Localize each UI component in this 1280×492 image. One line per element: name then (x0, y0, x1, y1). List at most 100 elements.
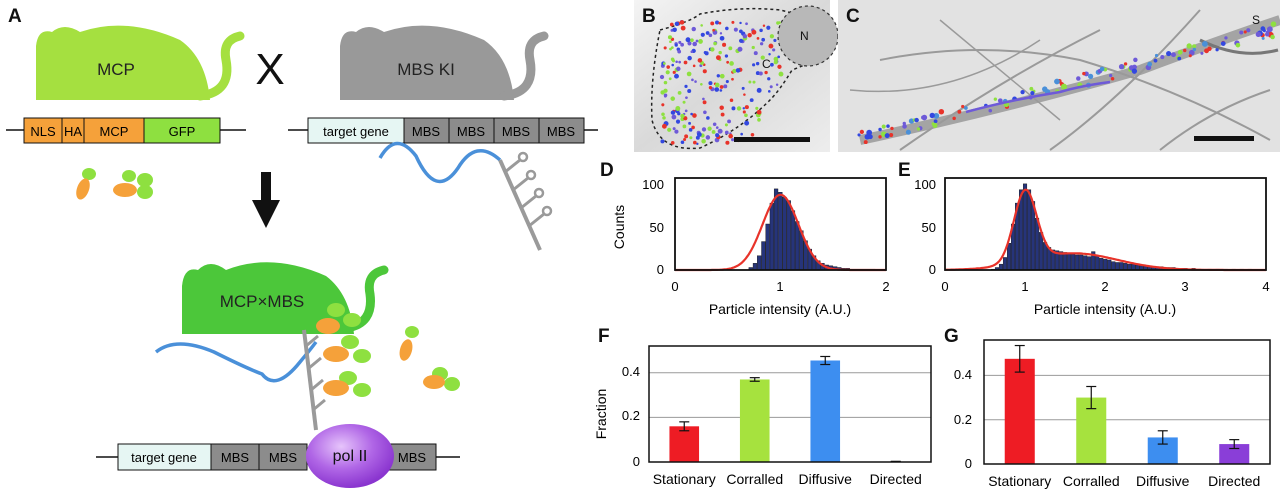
histogram-bar (1027, 189, 1032, 271)
panel-e-ytick-0: 0 (929, 262, 936, 277)
track-dot (739, 21, 742, 25)
track-dot (757, 114, 761, 118)
track-dot (669, 47, 672, 51)
track-dot (724, 54, 729, 58)
panel-d-xticks: 0 1 2 (671, 279, 889, 294)
category-label: Directed (870, 471, 922, 487)
track-dot (740, 132, 744, 136)
track-dot (760, 55, 765, 60)
track-dot (705, 135, 711, 140)
construct-mbs-target: target gene (323, 124, 389, 139)
track-dot (727, 119, 731, 124)
track-dot (685, 37, 691, 43)
track-dot (708, 85, 713, 90)
track-dot (668, 77, 672, 81)
mouse-mcp-body (36, 25, 210, 101)
track-dot (742, 34, 748, 39)
histogram-bar (1023, 183, 1028, 271)
track-dot (710, 21, 715, 26)
track-dot (933, 112, 940, 119)
histogram-bar (1123, 263, 1128, 271)
track-dot (716, 74, 720, 78)
track-dot (701, 138, 706, 144)
track-dot (776, 21, 780, 25)
track-dot (1261, 36, 1265, 40)
track-dot (768, 53, 771, 56)
track-dot (931, 122, 935, 126)
histogram-bar (769, 202, 774, 271)
panel-g-bars (1004, 344, 1250, 464)
track-dot (691, 78, 694, 82)
track-dot (1131, 68, 1138, 74)
track-dot (1224, 36, 1228, 40)
panel-d-xtick-2: 2 (882, 279, 889, 294)
track-dot (1177, 56, 1182, 61)
histogram-bar (1031, 201, 1036, 271)
pol-ii-ellipse (306, 424, 394, 488)
track-dot (708, 33, 713, 38)
construct-mcp-ha: HA (64, 124, 82, 139)
panel-e: E 0 50 100 0 1 2 3 4 Particle intensity … (898, 160, 1270, 317)
track-dot (1110, 76, 1115, 81)
track-dot (719, 32, 723, 35)
track-dot (1239, 30, 1244, 35)
bar-directed (1219, 444, 1250, 464)
panel-f-yticks: 0 0.2 0.4 (622, 364, 640, 469)
mcp-proteins-free-bottom (399, 326, 460, 391)
track-dot (675, 60, 678, 64)
track-dot (690, 50, 694, 54)
track-dot (715, 20, 720, 25)
track-dot (775, 83, 779, 87)
track-dot (755, 106, 759, 110)
track-dot (762, 24, 766, 28)
panel-b-c-label: C (762, 57, 771, 71)
panel-f-frame (648, 345, 932, 463)
track-dot (674, 21, 680, 27)
track-dot (712, 122, 717, 127)
track-dot (684, 84, 688, 88)
track-dot (863, 140, 868, 145)
track-dot (669, 40, 672, 44)
track-dot (671, 63, 675, 67)
track-dot (750, 133, 755, 137)
track-dot (997, 98, 1003, 104)
track-dot (773, 60, 778, 65)
track-dot (672, 27, 677, 32)
track-dot (764, 70, 768, 75)
panel-a: A MCP X MBS KI NLS HA MCP GFP (6, 6, 598, 488)
track-dot (747, 33, 752, 38)
track-dot (677, 49, 682, 54)
track-dot (702, 69, 707, 74)
panel-g-ytick-0: 0 (965, 456, 972, 471)
panel-f-label: F (598, 326, 610, 347)
histogram-bar (790, 210, 796, 271)
track-dot (663, 46, 667, 50)
track-dot (692, 64, 696, 68)
track-dot (667, 35, 673, 40)
track-dot (1087, 73, 1094, 79)
track-dot (692, 113, 697, 118)
track-dot (714, 82, 720, 88)
track-dot (1192, 44, 1197, 49)
track-dot (1186, 43, 1192, 49)
panel-g-categories: Stationary Corralled Diffusive Directed (988, 473, 1260, 489)
track-dot (663, 94, 667, 98)
track-dot (1243, 30, 1247, 34)
track-dot (715, 126, 719, 129)
histogram-bar (757, 255, 762, 271)
track-dot (691, 125, 695, 130)
panel-d-label: D (600, 160, 614, 181)
track-dot (689, 136, 693, 140)
panel-a-label: A (8, 6, 22, 27)
track-dot (749, 98, 754, 103)
panel-d-ytick-0: 0 (657, 262, 664, 277)
track-dot (1188, 54, 1192, 58)
mouse-mcp: MCP (36, 25, 245, 101)
track-dot (661, 112, 665, 117)
track-dot (688, 121, 691, 125)
track-dot (756, 37, 760, 40)
track-dot (759, 42, 764, 46)
track-dot (671, 59, 676, 63)
histogram-bar (1071, 253, 1076, 271)
track-dot (769, 85, 773, 89)
